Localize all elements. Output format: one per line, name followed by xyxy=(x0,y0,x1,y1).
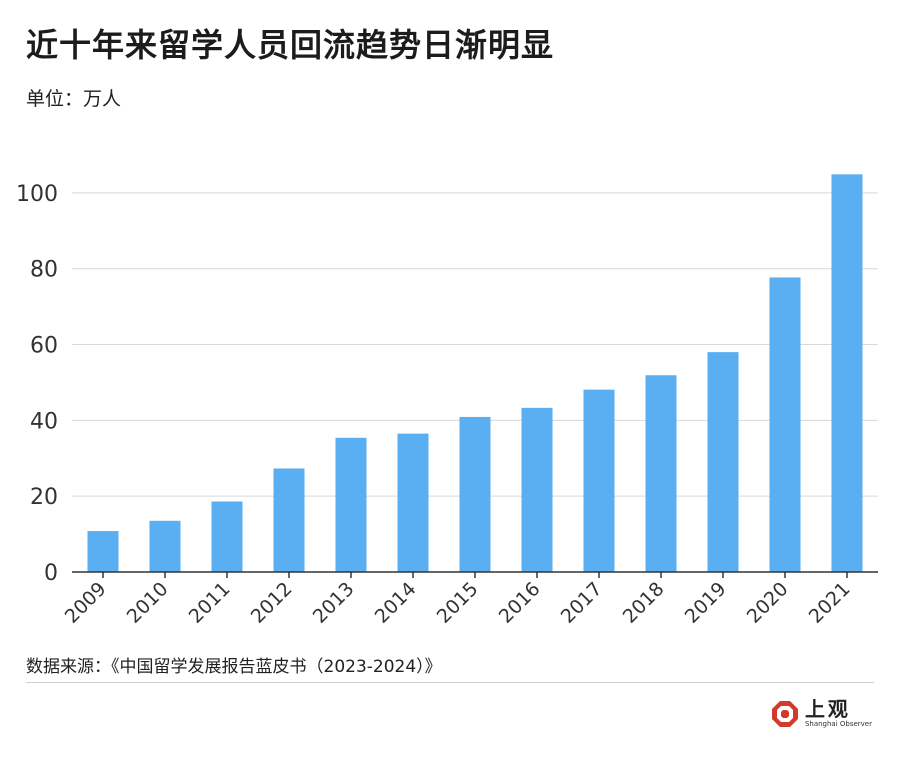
x-tick-label: 2014 xyxy=(371,578,421,628)
x-tick-label: 2021 xyxy=(805,578,855,628)
x-tick-label: 2020 xyxy=(743,578,793,628)
bar xyxy=(149,520,181,572)
bar xyxy=(397,433,429,572)
x-tick-label: 2019 xyxy=(681,578,731,628)
bar xyxy=(769,277,801,572)
bar xyxy=(707,352,739,572)
x-tick-label: 2018 xyxy=(619,578,669,628)
shanghai-observer-logo-icon xyxy=(771,700,798,727)
y-tick-label: 60 xyxy=(30,334,58,359)
bar xyxy=(273,468,305,572)
x-tick-label: 2017 xyxy=(557,578,607,628)
bar xyxy=(583,389,615,572)
x-tick-label: 2015 xyxy=(433,578,483,628)
data-source: 数据来源：《中国留学发展报告蓝皮书（2023-2024）》 xyxy=(26,657,442,677)
brand-logo: 上观 Shanghai Observer xyxy=(771,698,872,729)
y-tick-label: 100 xyxy=(16,182,58,207)
x-tick-label: 2011 xyxy=(185,578,235,628)
bar xyxy=(87,531,119,572)
x-tick-label: 2012 xyxy=(247,578,297,628)
bar-chart: 0 20 40 60 80 100 2009 2010 2011 2012 2013 2014 2015… xyxy=(16,174,878,628)
bar xyxy=(211,501,243,572)
brand-name: 上观 xyxy=(804,697,851,721)
chart-title: 近十年来留学人员回流趋势日渐明显 xyxy=(26,26,555,64)
bar xyxy=(521,407,553,572)
x-tick-label: 2009 xyxy=(61,578,111,628)
footer-divider xyxy=(26,682,874,683)
bar xyxy=(335,437,367,572)
y-tick-label: 80 xyxy=(30,258,58,283)
unit-label: 单位：万人 xyxy=(26,88,122,110)
x-tick-label: 2016 xyxy=(495,578,545,628)
brand-subtitle: Shanghai Observer xyxy=(804,720,872,728)
x-tick-label: 2013 xyxy=(309,578,359,628)
bar xyxy=(645,375,677,572)
y-tick-label: 20 xyxy=(30,485,58,510)
bar xyxy=(831,174,863,573)
y-tick-label: 0 xyxy=(44,561,58,586)
x-tick-label: 2010 xyxy=(123,578,173,628)
y-tick-label: 40 xyxy=(30,409,58,434)
bar xyxy=(459,416,491,572)
